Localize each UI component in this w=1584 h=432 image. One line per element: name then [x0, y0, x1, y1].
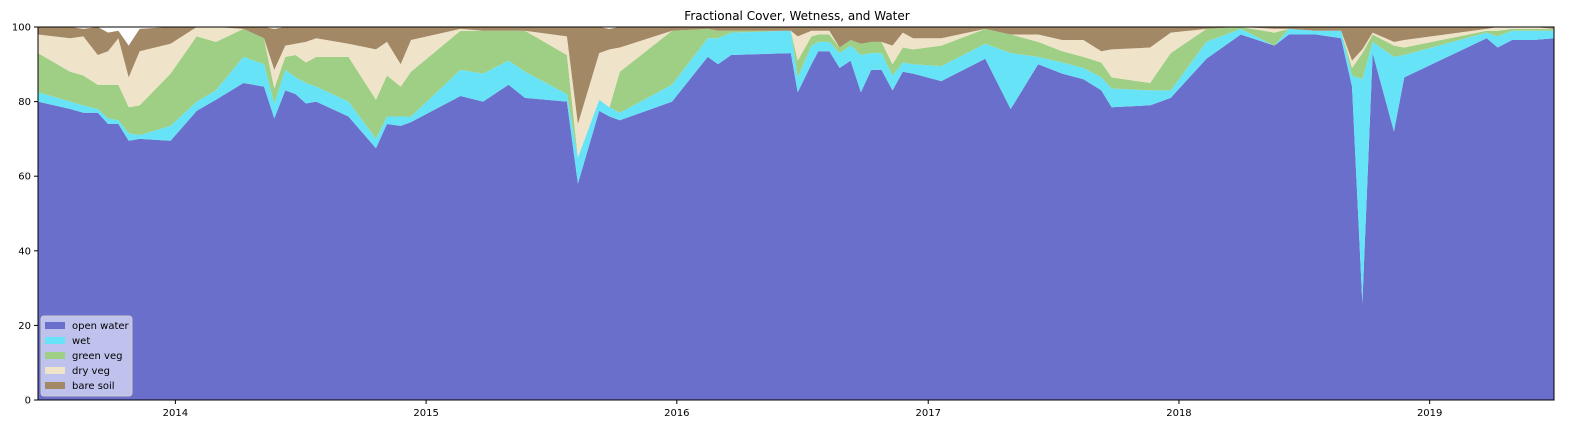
area-series-group	[38, 27, 1554, 401]
legend-label: bare soil	[72, 381, 115, 392]
area-green-veg	[38, 27, 1554, 158]
y-tick-label: 60	[18, 172, 31, 183]
area-dry-veg	[38, 27, 1554, 158]
legend-label: dry veg	[72, 366, 110, 377]
plot-frame	[37, 26, 1555, 401]
legend-swatch	[45, 337, 65, 344]
y-axis: 0 20 40 60 80 100	[12, 23, 38, 407]
legend-label: wet	[72, 336, 90, 347]
y-tick-label: 80	[18, 97, 31, 108]
x-tick-label: 2018	[1166, 408, 1191, 419]
y-tick-label: 40	[18, 246, 31, 257]
y-tick-label: 20	[18, 321, 31, 332]
area-open-water	[38, 34, 1554, 401]
y-tick-label: 100	[12, 23, 31, 34]
legend-swatch	[45, 322, 65, 329]
x-tick-label: 2014	[163, 408, 188, 419]
area-wet	[38, 28, 1554, 304]
x-axis: 2014 2015 2016 2017 2018 2019	[163, 400, 1442, 419]
legend-label: open water	[72, 321, 130, 332]
chart-title: Fractional Cover, Wetness, and Water	[684, 9, 909, 23]
x-tick-label: 2015	[413, 408, 438, 419]
area-bare-soil	[38, 27, 1554, 124]
legend-label: green veg	[72, 351, 122, 362]
x-tick-label: 2017	[916, 408, 941, 419]
x-tick-label: 2016	[664, 408, 689, 419]
legend-swatch	[45, 367, 65, 374]
x-tick-label: 2019	[1417, 408, 1442, 419]
y-tick-label: 0	[25, 396, 31, 407]
legend: open water wet green veg dry veg bare soil	[40, 315, 133, 397]
legend-swatch	[45, 382, 65, 389]
legend-box	[40, 315, 133, 397]
legend-swatch	[45, 352, 65, 359]
